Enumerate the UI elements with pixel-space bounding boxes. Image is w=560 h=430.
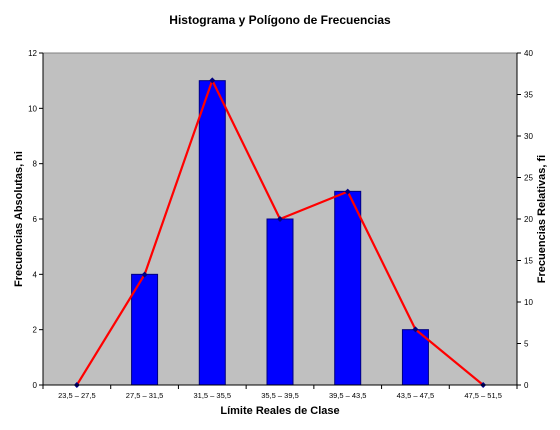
series-point bbox=[209, 77, 216, 84]
y2-tick-label: 30 bbox=[524, 132, 533, 141]
y2-tick-label: 10 bbox=[524, 298, 533, 307]
y2-tick-label: 40 bbox=[524, 49, 533, 58]
right-axis: 0 5 10 15 20 25 30 35 40 bbox=[516, 49, 533, 390]
y2-tick-label: 15 bbox=[524, 257, 533, 266]
y-tick-label: 10 bbox=[28, 104, 37, 113]
y2-tick-label: 35 bbox=[524, 91, 533, 100]
series-point bbox=[141, 271, 148, 278]
x-axis-label: Límite Reales de Clase bbox=[220, 405, 339, 417]
x-tick-label: 27,5 – 31,5 bbox=[126, 391, 164, 400]
bar bbox=[131, 273, 159, 386]
y-tick-label: 12 bbox=[28, 49, 37, 58]
x-tick-label: 35,5 – 39,5 bbox=[261, 391, 299, 400]
y-tick-label: 0 bbox=[33, 381, 38, 390]
series-point bbox=[412, 326, 419, 333]
y2-axis-label: Frecuencias Relativas, fi bbox=[536, 155, 548, 283]
bar bbox=[401, 329, 429, 386]
y-axis-label: Frecuencias Absolutas, ni bbox=[13, 151, 25, 287]
bar bbox=[198, 80, 226, 386]
y-tick-label: 6 bbox=[33, 215, 38, 224]
series-point bbox=[277, 216, 283, 222]
chart-title: Histograma y Polígono de Frecuencias bbox=[169, 13, 391, 27]
x-tick-label: 47,5 – 51,5 bbox=[464, 391, 502, 400]
y2-tick-label: 0 bbox=[524, 381, 529, 390]
left-axis: 0 2 4 6 8 10 12 bbox=[28, 49, 44, 390]
x-tick-label: 23,5 – 27,5 bbox=[58, 391, 96, 400]
y2-tick-label: 25 bbox=[524, 174, 533, 183]
bar bbox=[334, 190, 362, 386]
y-tick-label: 8 bbox=[33, 160, 38, 169]
x-tick-label: 31,5 – 35,5 bbox=[194, 391, 232, 400]
y2-tick-label: 20 bbox=[524, 215, 533, 224]
x-tick-label: 39,5 – 43,5 bbox=[329, 391, 367, 400]
y2-tick-label: 5 bbox=[524, 340, 529, 349]
frequency-polygon bbox=[73, 77, 487, 388]
series-point bbox=[344, 188, 351, 195]
x-tick-label: 43,5 – 47,5 bbox=[397, 391, 435, 400]
bar bbox=[266, 218, 294, 386]
x-axis: 23,5 – 27,5 27,5 – 31,5 31,5 – 35,5 35,5 – … bbox=[42, 384, 518, 400]
y-tick-label: 2 bbox=[33, 326, 38, 335]
y-tick-label: 4 bbox=[33, 270, 38, 279]
